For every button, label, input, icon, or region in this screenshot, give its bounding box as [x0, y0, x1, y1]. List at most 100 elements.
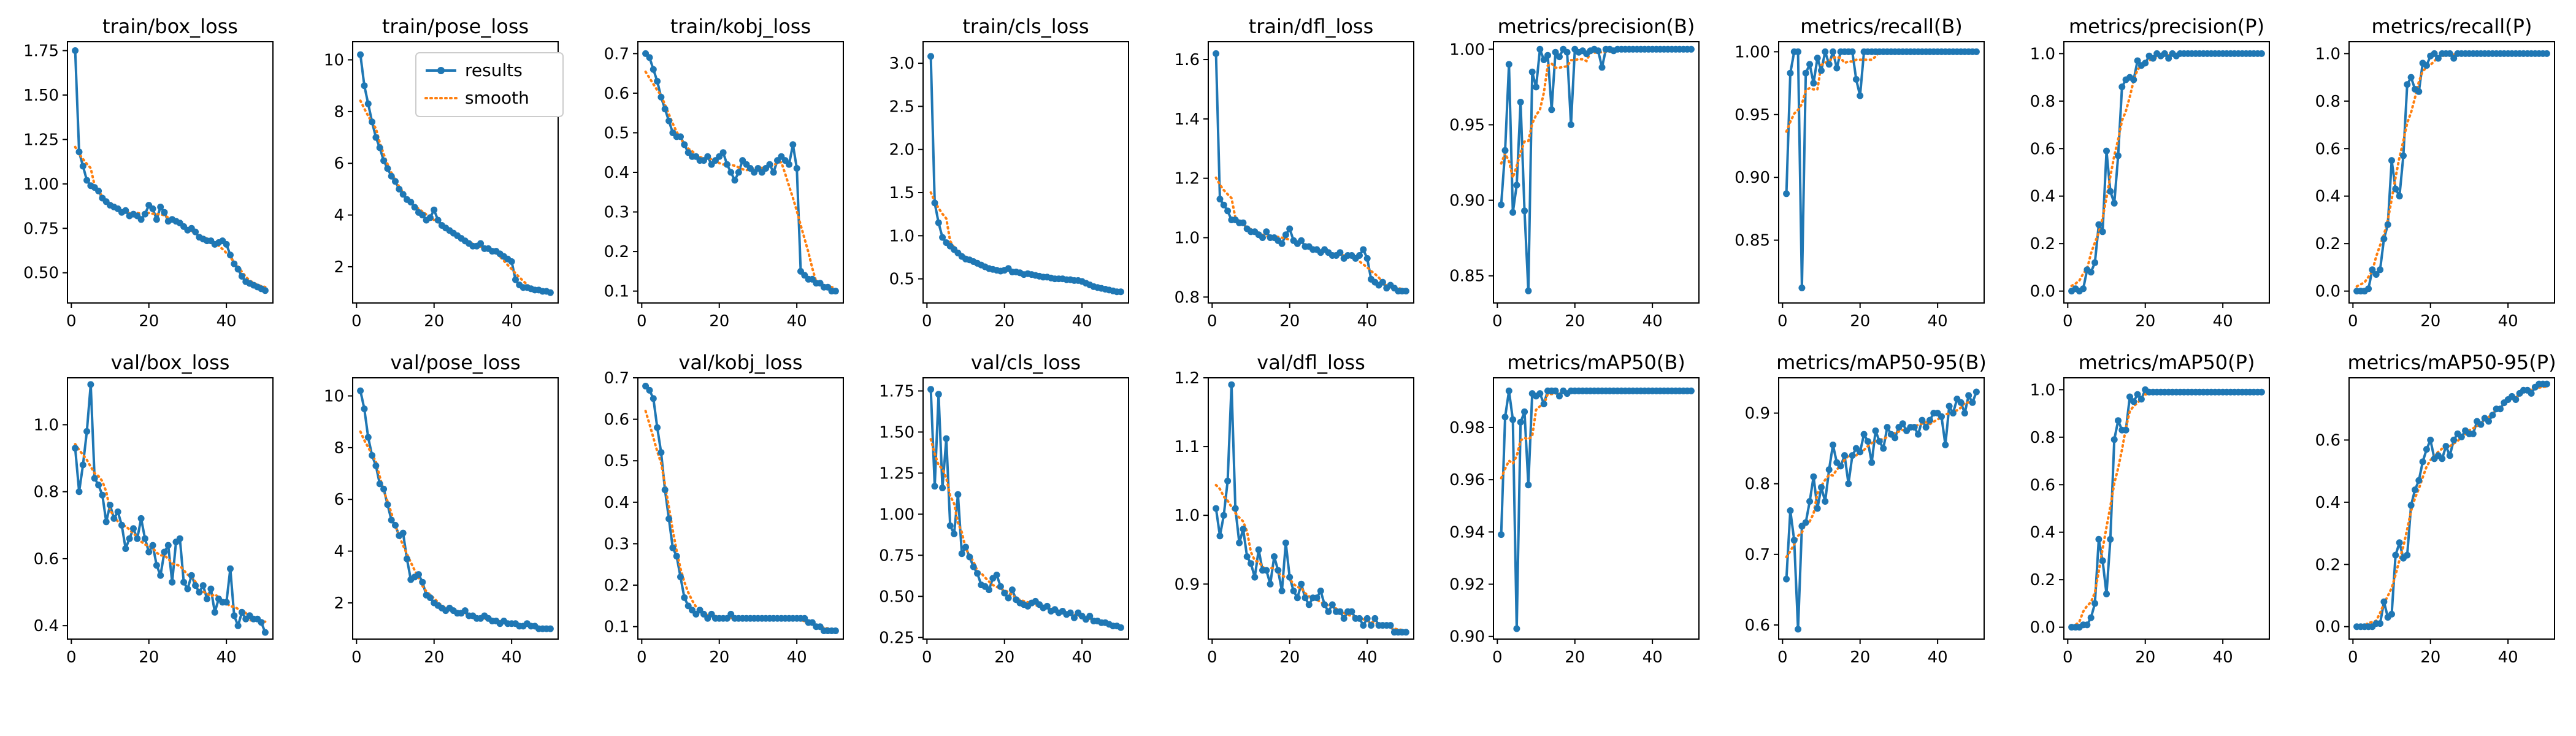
data-point	[1814, 505, 1821, 512]
data-point	[2377, 266, 2384, 274]
data-point	[2469, 430, 2477, 437]
data-point	[1360, 246, 1367, 253]
data-point	[72, 47, 79, 54]
data-point	[1008, 586, 1016, 594]
data-point	[1363, 255, 1371, 262]
data-point	[1837, 462, 1844, 470]
y-tick-label: 1.50	[23, 86, 59, 105]
y-tick-label: 0.90	[1449, 628, 1485, 646]
y-tick-label: 0.6	[2030, 140, 2055, 158]
data-point	[1301, 594, 1309, 602]
axes-frame	[922, 377, 1129, 640]
y-tick-label: 1.0	[2030, 381, 2055, 399]
data-point	[188, 572, 195, 579]
data-point	[261, 287, 269, 294]
panel-title: metrics/mAP50(B)	[1507, 351, 1685, 374]
data-point	[681, 594, 688, 601]
y-tick-label: 2.5	[889, 98, 914, 116]
data-point	[1517, 99, 1524, 105]
data-point	[1220, 512, 1227, 519]
data-point	[399, 529, 407, 537]
data-point	[2107, 535, 2114, 543]
y-tick-label: 0.2	[604, 243, 629, 261]
x-tick-label: 0	[351, 648, 362, 667]
data-point	[2134, 57, 2141, 64]
data-point	[114, 508, 121, 515]
y-tick-label: 0.50	[879, 588, 914, 606]
data-point	[2434, 55, 2442, 62]
data-point	[646, 386, 653, 394]
data-point	[1243, 553, 1251, 560]
y-tick-label: 2.0	[889, 141, 914, 159]
axes-frame	[2348, 377, 2555, 640]
data-point	[2450, 55, 2458, 62]
chart-panel-8: metrics/recall(P) 0 20 40 0.0 0.2 0.4 0.6 0.8 1.0	[2315, 15, 2555, 331]
y-tick-label: 0.85	[1735, 232, 1770, 250]
x-tick-label: 40	[1072, 648, 1092, 667]
data-point	[1216, 532, 1224, 540]
data-point	[1860, 431, 1868, 438]
y-tick-label: 0.2	[2315, 556, 2340, 574]
y-tick-label: 1.5	[889, 184, 914, 202]
data-point	[1556, 393, 1563, 400]
data-point	[1972, 48, 1980, 55]
data-point	[2400, 152, 2407, 159]
data-point	[169, 578, 176, 586]
y-tick-label: 0.8	[1175, 288, 1200, 307]
panel-title: metrics/mAP50(P)	[2079, 351, 2255, 374]
data-point	[704, 153, 711, 160]
y-tick-label: 0.5	[604, 124, 629, 142]
data-point	[1915, 431, 1922, 438]
data-point	[141, 210, 148, 218]
y-tick-label: 0.4	[2315, 494, 2340, 512]
data-point	[1505, 61, 1512, 68]
data-point	[2122, 426, 2129, 434]
data-point	[1795, 626, 1802, 633]
data-point	[1275, 567, 1282, 574]
data-point	[122, 545, 129, 552]
y-tick-label: 0.2	[2315, 235, 2340, 253]
x-tick-label: 20	[424, 312, 444, 331]
y-tick-label: 0.92	[1449, 576, 1485, 594]
data-point	[1240, 526, 1247, 533]
y-tick-label: 1.25	[879, 464, 914, 483]
data-point	[665, 515, 673, 523]
y-tick-label: 0.6	[604, 85, 629, 103]
data-point	[426, 594, 434, 601]
data-point	[1795, 48, 1802, 55]
y-tick-label: 6	[334, 491, 344, 509]
data-point	[79, 163, 86, 170]
y-tick-label: 1.00	[23, 175, 59, 194]
axes-frame	[637, 377, 844, 640]
data-point	[1942, 441, 1949, 448]
x-tick-label: 20	[1279, 312, 1300, 331]
data-point	[122, 207, 129, 214]
data-point	[95, 187, 102, 194]
data-point	[87, 381, 94, 388]
y-tick-label: 0.9	[1175, 575, 1200, 594]
axes-frame	[67, 377, 274, 640]
data-point	[1368, 622, 1374, 629]
data-point	[646, 54, 653, 61]
data-point	[1598, 64, 1606, 71]
data-point	[939, 234, 946, 241]
y-tick-label: 0.4	[2030, 524, 2055, 542]
data-point	[157, 204, 164, 210]
data-point	[935, 219, 942, 226]
data-point	[79, 461, 86, 469]
y-tick-label: 0.8	[2030, 93, 2055, 111]
axes-frame	[2348, 41, 2555, 304]
data-point	[376, 480, 383, 488]
data-point	[1340, 615, 1347, 622]
panel-title: train/box_loss	[102, 15, 238, 38]
y-tick-label: 0.8	[34, 483, 59, 502]
data-point	[1965, 392, 1972, 399]
data-point	[962, 543, 969, 551]
y-tick-label: 0.4	[2030, 188, 2055, 206]
data-point	[2543, 50, 2550, 57]
axes-frame	[1493, 41, 1700, 304]
data-point	[137, 515, 145, 522]
data-point	[1387, 622, 1394, 629]
